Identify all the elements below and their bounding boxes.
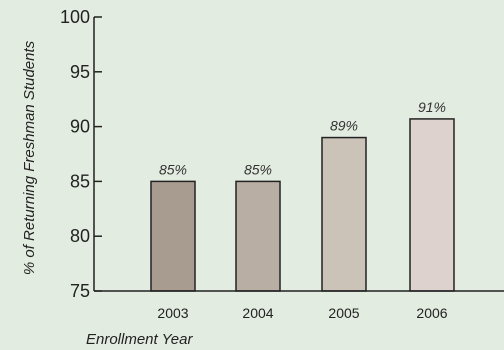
x-tick-label: 2006 bbox=[416, 305, 447, 321]
x-tick-label: 2003 bbox=[157, 305, 188, 321]
data-label-2003: 85% bbox=[159, 161, 187, 177]
data-label-2004: 85% bbox=[244, 161, 272, 177]
bar-2006 bbox=[409, 118, 455, 292]
y-tick-label: 100 bbox=[60, 7, 90, 27]
y-tick-label: 75 bbox=[70, 281, 90, 301]
x-axis-ticks: 2003 2004 2005 2006 bbox=[157, 305, 447, 321]
x-tick-label: 2004 bbox=[242, 305, 273, 321]
bar-2005 bbox=[321, 136, 367, 292]
data-label-2006: 91% bbox=[418, 99, 446, 115]
x-axis-title: Enrollment Year bbox=[86, 331, 193, 348]
bars bbox=[150, 118, 455, 292]
y-axis-ticks: 75 80 85 90 95 100 bbox=[60, 7, 102, 301]
y-tick-label: 85 bbox=[70, 171, 90, 191]
data-label-2005: 89% bbox=[330, 118, 358, 134]
y-tick-label: 90 bbox=[70, 117, 90, 137]
bar-2004 bbox=[235, 180, 281, 292]
y-tick-label: 80 bbox=[70, 226, 90, 246]
bar-2003 bbox=[150, 180, 196, 292]
y-axis-title: % of Returning Freshman Students bbox=[21, 40, 38, 275]
y-tick-label: 95 bbox=[70, 62, 90, 82]
x-tick-label: 2005 bbox=[328, 305, 359, 321]
data-labels: 85% 85% 89% 91% bbox=[159, 99, 446, 177]
